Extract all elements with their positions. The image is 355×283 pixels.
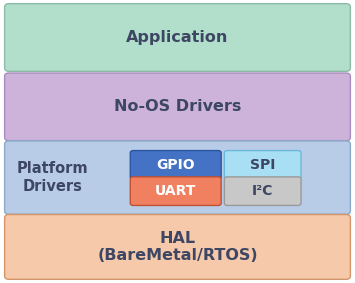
FancyBboxPatch shape xyxy=(224,151,301,179)
Text: Platform
Drivers: Platform Drivers xyxy=(17,161,88,194)
FancyBboxPatch shape xyxy=(5,73,350,141)
Text: No-OS Drivers: No-OS Drivers xyxy=(114,99,241,114)
FancyBboxPatch shape xyxy=(5,215,350,279)
Text: I²C: I²C xyxy=(252,184,273,198)
Text: Application: Application xyxy=(126,30,229,45)
FancyBboxPatch shape xyxy=(5,141,350,214)
FancyBboxPatch shape xyxy=(5,4,350,71)
Text: UART: UART xyxy=(155,184,196,198)
FancyBboxPatch shape xyxy=(224,177,301,205)
FancyBboxPatch shape xyxy=(130,151,221,179)
Text: SPI: SPI xyxy=(250,158,275,172)
FancyBboxPatch shape xyxy=(130,177,221,205)
Text: HAL
(BareMetal/RTOS): HAL (BareMetal/RTOS) xyxy=(97,231,258,263)
Text: GPIO: GPIO xyxy=(157,158,195,172)
